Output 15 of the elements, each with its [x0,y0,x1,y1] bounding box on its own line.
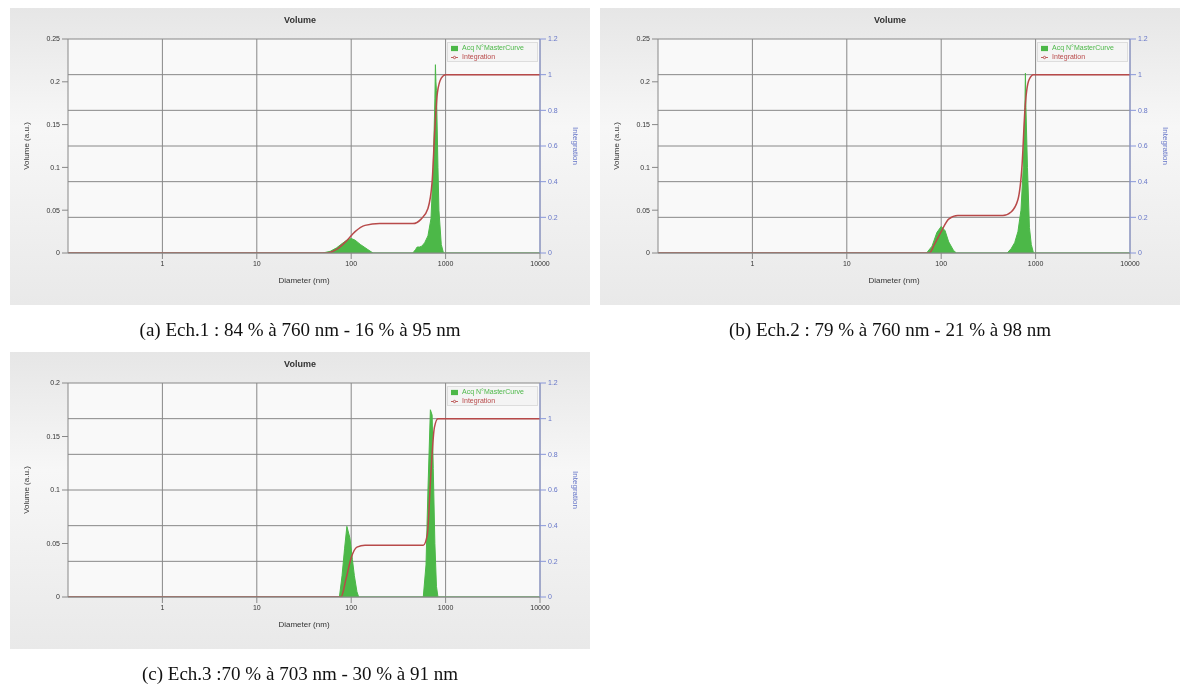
y-axis-title: Volume (a.u.) [21,121,31,170]
y2-axis-title: Integration [571,127,581,165]
y-axis-title: Volume (a.u.) [611,121,621,170]
x-axis-title: Diameter (nm) [278,276,330,285]
x-axis-title: Diameter (nm) [278,620,330,629]
y2-axis-title: Integration [571,471,581,509]
text: (c) Ech.3 :70 % à 703 nm - 30 % à 91 nm [140,663,460,685]
y-axis-title: Volume (a.u.) [21,465,31,514]
chart-title: Volume [283,359,317,369]
text: (b) Ech.2 : 79 % à 760 nm - 21 % à 98 nm [728,319,1052,341]
text: (a) Ech.1 : 84 % à 760 nm - 16 % à 95 nm [138,319,462,341]
chart-title: Volume [873,15,907,25]
x-axis-title: Diameter (nm) [868,276,920,285]
y2-axis-title: Integration [1161,127,1171,165]
chart-title: Volume [283,15,317,25]
